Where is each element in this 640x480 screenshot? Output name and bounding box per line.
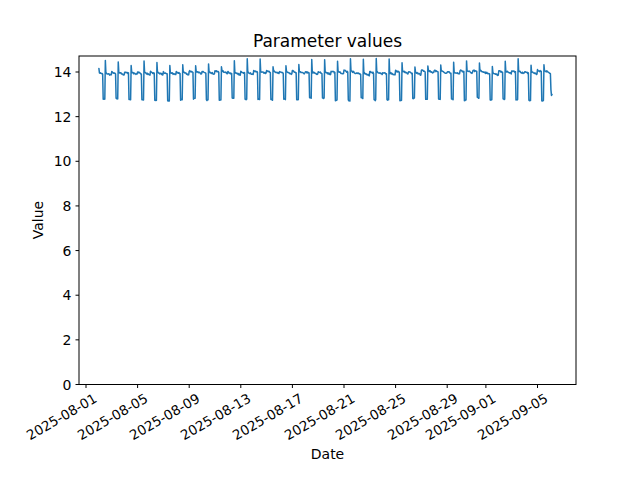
y-tick-label: 0	[63, 377, 72, 393]
figure: Parameter values Value Date 024681012142…	[0, 0, 640, 480]
y-tick-label: 14	[54, 64, 72, 80]
y-tick-label: 2	[63, 332, 72, 348]
y-tick-label: 12	[54, 109, 72, 125]
data-line	[99, 59, 552, 101]
y-tick-label: 4	[63, 287, 72, 303]
y-tick-label: 8	[63, 198, 72, 214]
y-tick-label: 6	[63, 243, 72, 259]
axes-spines	[79, 56, 576, 385]
y-tick-label: 10	[54, 153, 72, 169]
